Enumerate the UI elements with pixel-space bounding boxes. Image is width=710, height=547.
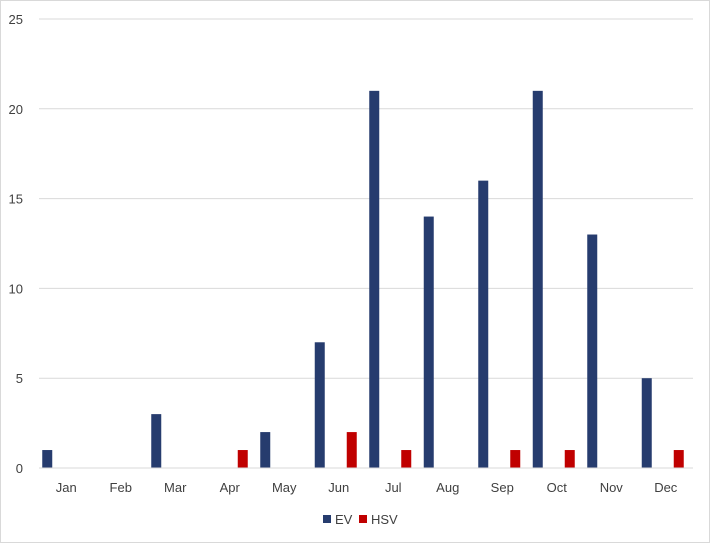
bar-ev-oct — [532, 90, 543, 468]
x-tick-label: Sep — [491, 480, 514, 495]
y-axis-tick-labels: 0 5 10 15 20 25 — [9, 12, 23, 476]
x-tick-label: Aug — [436, 480, 459, 495]
legend-label-hsv: HSV — [371, 512, 398, 527]
bar-hsv-jul — [401, 450, 412, 468]
bar-ev-jun — [314, 342, 325, 468]
y-tick-label: 5 — [16, 371, 23, 386]
y-tick-label: 10 — [9, 281, 23, 296]
y-tick-label: 25 — [9, 12, 23, 27]
x-tick-label: May — [272, 480, 297, 495]
bar-ev-nov — [587, 234, 598, 468]
bar-ev-aug — [423, 216, 434, 468]
bar-ev-dec — [641, 378, 652, 468]
bar-ev-jan — [42, 450, 53, 468]
x-axis-tick-labels: Jan Feb Mar Apr May Jun Jul Aug Sep Oct Nov Dec — [56, 480, 678, 495]
legend-label-ev: EV — [335, 512, 353, 527]
legend: EV HSV — [323, 512, 398, 527]
bar-ev-mar — [151, 414, 162, 468]
x-tick-label: Feb — [110, 480, 132, 495]
bar-hsv-sep — [510, 450, 521, 468]
x-tick-label: Dec — [654, 480, 678, 495]
bar-hsv-jun — [346, 432, 357, 468]
bar-ev-jul — [369, 90, 380, 468]
y-tick-label: 15 — [9, 192, 23, 207]
x-tick-label: Jun — [328, 480, 349, 495]
y-tick-label: 0 — [16, 461, 23, 476]
x-tick-label: Jul — [385, 480, 402, 495]
legend-swatch-ev — [323, 515, 331, 523]
x-tick-label: Jan — [56, 480, 77, 495]
bar-ev-sep — [478, 180, 489, 468]
x-tick-label: Mar — [164, 480, 187, 495]
y-tick-label: 20 — [9, 102, 23, 117]
bars — [42, 90, 684, 468]
bar-hsv-dec — [673, 450, 684, 468]
gridlines — [39, 18, 693, 379]
bar-ev-may — [260, 432, 271, 468]
x-tick-label: Apr — [220, 480, 241, 495]
bar-hsv-apr — [237, 450, 248, 468]
x-tick-label: Nov — [600, 480, 624, 495]
legend-swatch-hsv — [359, 515, 367, 523]
x-tick-label: Oct — [547, 480, 568, 495]
bar-hsv-oct — [564, 450, 575, 468]
